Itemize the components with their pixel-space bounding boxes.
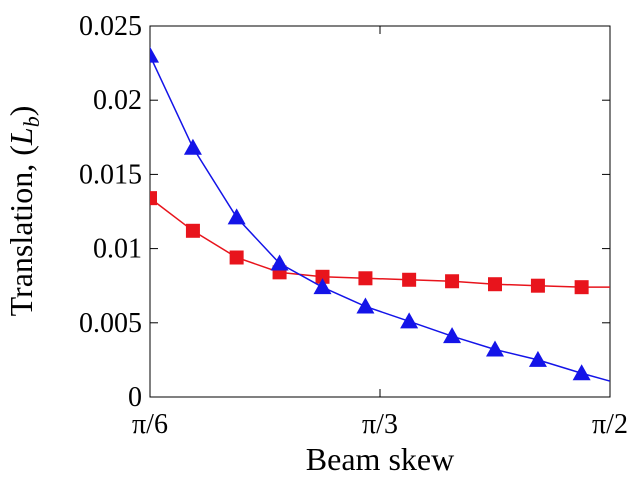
- point-red-squares-0: [150, 191, 157, 206]
- point-red-squares-7: [445, 274, 460, 289]
- point-red-squares-9: [530, 278, 545, 293]
- y-axis-title-prefix: Translation, (: [3, 145, 39, 316]
- point-blue-triangles-2: [227, 208, 246, 225]
- point-blue-triangles-5: [356, 297, 375, 314]
- series-red-squares: [150, 191, 632, 295]
- x-tick-label-1: π/3: [362, 409, 398, 440]
- y-axis-title: Translation, (Lb): [3, 106, 44, 317]
- point-red-squares-11: [618, 280, 632, 294]
- y-tick-label-2: 0.01: [93, 234, 142, 265]
- series-line-red-squares: [150, 197, 610, 288]
- plot-frame: [149, 25, 611, 398]
- point-blue-triangles-7: [443, 327, 462, 344]
- y-tick-label-5: 0.025: [79, 11, 142, 42]
- point-blue-triangles-11: [616, 376, 634, 392]
- point-red-squares-10: [574, 280, 589, 295]
- y-tick-label-3: 0.015: [79, 159, 142, 190]
- y-tick-label-4: 0.02: [93, 85, 142, 116]
- point-red-squares-8: [488, 277, 502, 292]
- point-blue-triangles-1: [183, 138, 202, 155]
- y-axis-title-sub: b: [19, 116, 44, 127]
- point-blue-triangles-10: [572, 364, 591, 381]
- y-axis-title-suffix: ): [3, 106, 39, 117]
- y-tick-label-1: 0.005: [79, 308, 142, 339]
- series-layer: [150, 46, 634, 392]
- point-blue-triangles-3: [270, 254, 289, 271]
- point-blue-triangles-0: [150, 46, 159, 63]
- point-blue-triangles-6: [400, 312, 419, 329]
- point-red-squares-4: [315, 269, 330, 284]
- x-tick-label-0: π/6: [132, 409, 168, 440]
- point-red-squares-5: [358, 271, 373, 286]
- point-blue-triangles-9: [528, 350, 547, 367]
- series-blue-triangles: [150, 46, 634, 392]
- point-blue-triangles-4: [313, 278, 332, 295]
- x-axis-title: Beam skew: [306, 441, 454, 477]
- point-red-squares-6: [402, 272, 417, 287]
- y-tick-label-0: 0: [128, 382, 142, 413]
- y-axis-ticks: 0 0.005 0.01 0.015 0.02 0.025: [79, 11, 610, 413]
- point-red-squares-1: [185, 223, 200, 238]
- y-axis-title-var: L: [3, 127, 39, 146]
- x-tick-label-2: π/2: [592, 409, 628, 440]
- x-axis-ticks: π/6 π/3 π/2: [132, 26, 628, 440]
- point-blue-triangles-8: [486, 340, 504, 357]
- point-red-squares-2: [229, 250, 244, 265]
- series-line-blue-triangles: [150, 55, 610, 382]
